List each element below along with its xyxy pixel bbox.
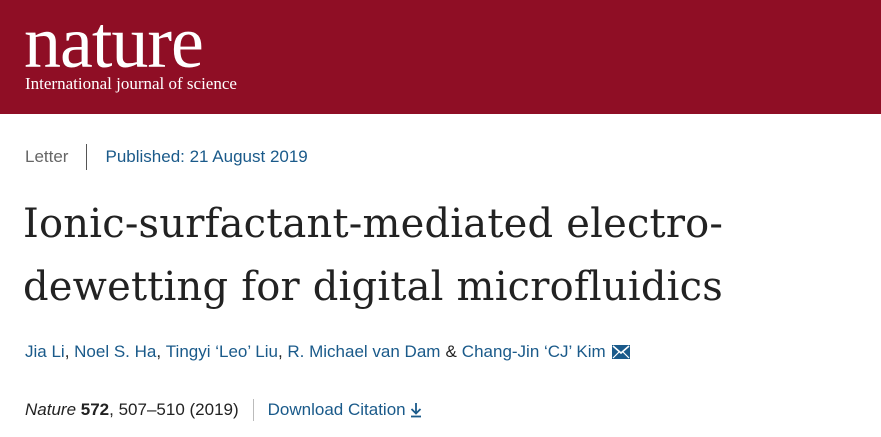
volume-number: 572	[80, 400, 110, 419]
download-citation-label: Download Citation	[267, 400, 406, 419]
article-type: Letter	[25, 147, 69, 166]
citation-row: Nature 572 , 507–510 (2019) Download Cit…	[25, 399, 422, 421]
download-citation-link[interactable]: Download Citation	[268, 400, 422, 420]
article-title: Ionic-surfactant-mediated electro- dewet…	[23, 193, 843, 319]
author-link[interactable]: Jia Li	[25, 342, 65, 361]
tagline: International journal of science	[25, 74, 237, 93]
mail-icon[interactable]	[611, 345, 630, 359]
download-icon	[410, 403, 421, 418]
author-link[interactable]: Noel S. Ha	[74, 342, 157, 361]
nature-logo[interactable]: nature	[24, 2, 204, 84]
article-meta: Letter Published: 21 August 2019	[25, 144, 308, 170]
title-line-1: Ionic-surfactant-mediated electro-	[23, 201, 724, 247]
author-link[interactable]: Tingyi ‘Leo’ Liu	[165, 342, 278, 361]
author-separator: ,	[277, 342, 288, 361]
published-date: Published: 21 August 2019	[105, 147, 308, 166]
journal-name: Nature	[25, 400, 77, 419]
citation-divider	[252, 399, 254, 421]
title-line-2: dewetting for digital microfluidics	[23, 264, 723, 310]
masthead: nature International journal of science	[0, 0, 881, 114]
author-link[interactable]: Chang-Jin ‘CJ’ Kim	[461, 342, 606, 361]
author-separator: ,	[64, 342, 75, 361]
author-ampersand: &	[445, 342, 457, 361]
author-link[interactable]: R. Michael van Dam	[287, 342, 441, 361]
meta-divider	[86, 144, 88, 170]
author-separator: ,	[156, 342, 166, 361]
pages-year: , 507–510 (2019)	[109, 400, 239, 419]
author-list: Jia Li, Noel S. Ha, Tingyi ‘Leo’ Liu, R.…	[25, 342, 630, 362]
